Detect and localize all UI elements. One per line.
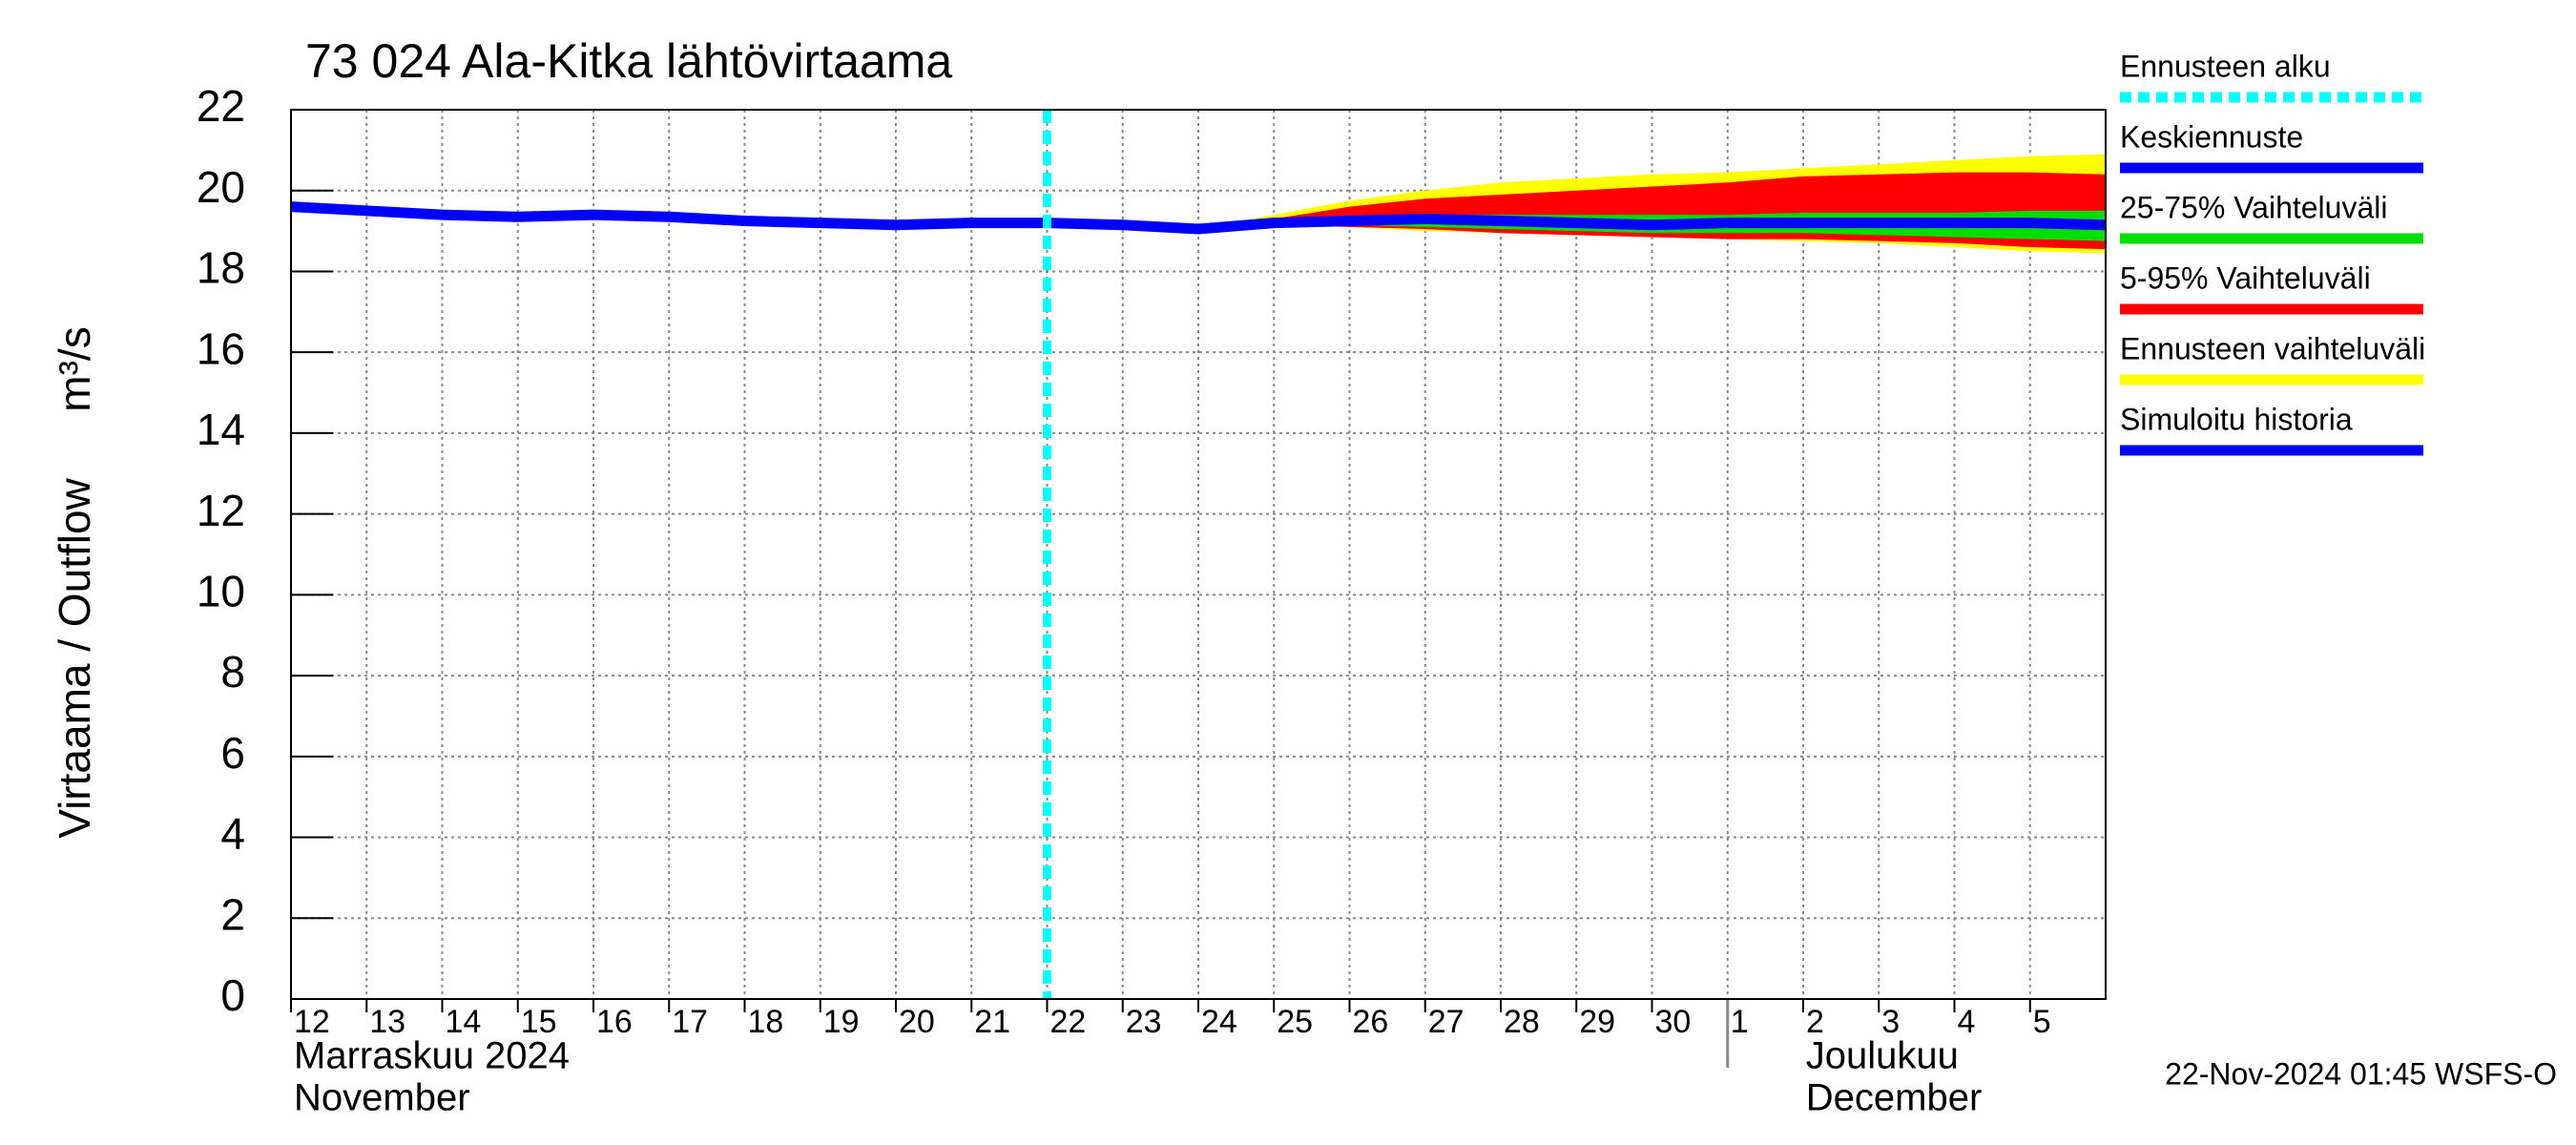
x-tick-label: 25 bbox=[1277, 1004, 1313, 1040]
x-tick-label: 5 bbox=[2033, 1004, 2051, 1040]
x-tick-label: 21 bbox=[974, 1004, 1010, 1040]
line bbox=[1047, 213, 2107, 235]
footer: 22-Nov-2024 01:45 WSFS-O bbox=[2165, 1056, 2557, 1091]
legend-label: Ennusteen alku bbox=[2120, 49, 2331, 83]
month-label: Marraskuu 2024 bbox=[294, 1035, 570, 1077]
y-axis-label: Virtaama / Outflow bbox=[50, 477, 99, 838]
chart-title: 73 024 Ala-Kitka lähtövirtaama bbox=[305, 34, 952, 88]
x-tick-label: 2 bbox=[1806, 1004, 1824, 1040]
x-tick-label: 14 bbox=[446, 1004, 482, 1040]
y-tick-label: 2 bbox=[220, 889, 245, 939]
x-tick-label: 15 bbox=[521, 1004, 557, 1040]
y-tick-label: 22 bbox=[197, 81, 245, 131]
x-tick-label: 24 bbox=[1201, 1004, 1237, 1040]
y-tick-label: 16 bbox=[197, 323, 245, 373]
x-tick-label: 12 bbox=[294, 1004, 330, 1040]
y-tick-label: 8 bbox=[220, 647, 245, 697]
month-label: Joulukuu bbox=[1806, 1035, 1959, 1077]
y-tick-label: 12 bbox=[197, 486, 245, 535]
x-tick-label: 19 bbox=[823, 1004, 860, 1040]
x-tick-label: 30 bbox=[1655, 1004, 1692, 1040]
x-tick-label: 4 bbox=[1958, 1004, 1976, 1040]
month-label: December bbox=[1806, 1077, 1983, 1119]
y-tick-label: 0 bbox=[220, 970, 245, 1020]
y-tick-label: 20 bbox=[197, 162, 245, 212]
x-tick-label: 22 bbox=[1050, 1004, 1087, 1040]
x-tick-label: 1 bbox=[1731, 1004, 1749, 1040]
legend-label: Keskiennuste bbox=[2120, 119, 2303, 154]
x-tick-label: 29 bbox=[1579, 1004, 1615, 1040]
legend-label: Simuloitu historia bbox=[2120, 402, 2353, 436]
y-tick-label: 18 bbox=[197, 243, 245, 293]
x-tick-label: 3 bbox=[1881, 1004, 1900, 1040]
y-tick-label: 6 bbox=[220, 728, 245, 778]
month-label: November bbox=[294, 1077, 470, 1119]
x-tick-label: 16 bbox=[596, 1004, 633, 1040]
x-tick-label: 26 bbox=[1353, 1004, 1389, 1040]
y-tick-label: 10 bbox=[197, 567, 245, 616]
legend-label: 25-75% Vaihteluväli bbox=[2120, 190, 2387, 224]
legend-label: Ennusteen vaihteluväli bbox=[2120, 331, 2425, 365]
x-tick-label: 20 bbox=[899, 1004, 935, 1040]
x-tick-label: 28 bbox=[1504, 1004, 1540, 1040]
x-tick-label: 27 bbox=[1428, 1004, 1465, 1040]
y-tick-label: 4 bbox=[220, 809, 245, 859]
legend-label: 5-95% Vaihteluväli bbox=[2120, 260, 2371, 295]
line bbox=[290, 201, 1048, 231]
x-tick-label: 18 bbox=[748, 1004, 784, 1040]
y-tick-label: 14 bbox=[197, 405, 245, 454]
x-tick-label: 17 bbox=[672, 1004, 708, 1040]
plot-frame bbox=[290, 109, 2107, 1000]
y-axis-unit: m³/s bbox=[50, 326, 99, 411]
x-tick-label: 23 bbox=[1126, 1004, 1162, 1040]
x-tick-label: 13 bbox=[369, 1004, 405, 1040]
